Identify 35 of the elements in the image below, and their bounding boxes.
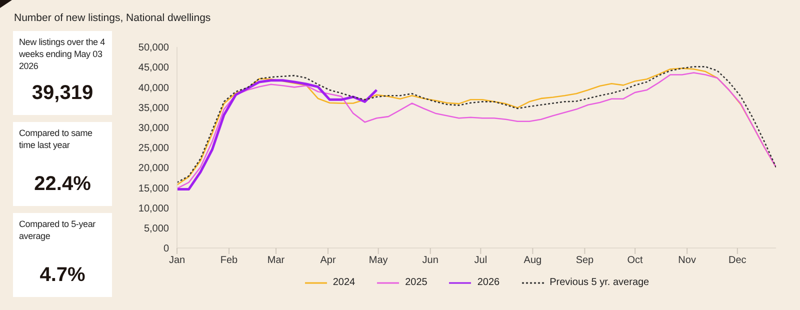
x-tick-label: Jul (474, 255, 488, 266)
legend-label: 2024 (332, 277, 356, 288)
x-tick-label: Oct (627, 255, 644, 266)
text: New listings over the 4 weeks ending May 03 2026 (19, 36, 106, 72)
legend-label: Previous 5 yr. average (548, 277, 650, 288)
x-tick-label: Aug (524, 255, 542, 266)
legend-label: 2025 (404, 277, 428, 288)
x-tick-label: Nov (678, 255, 696, 266)
y-tick-label: 15,000 (138, 183, 170, 194)
x-tick-label: Apr (320, 255, 336, 266)
y-tick-label: 50,000 (138, 42, 170, 54)
x-tick-label: Jun (422, 255, 438, 266)
y-tick-label: 25,000 (138, 143, 170, 154)
text: Compared to 5-year average (19, 218, 96, 242)
chart-title: Number of new listings, National dwellings (14, 12, 211, 24)
y-tick-label: 35,000 (138, 102, 170, 114)
x-tick-label: Feb (220, 255, 238, 266)
legend-label: 2026 (476, 277, 500, 288)
y-tick-label: 10,000 (138, 203, 170, 214)
y-tick-label: 30,000 (138, 122, 170, 134)
text: Compared to same time last year (19, 127, 94, 151)
y-tick-label: 45,000 (138, 62, 170, 74)
y-tick-label: 40,000 (138, 82, 170, 94)
y-tick-label: 5,000 (144, 223, 170, 234)
line-series (177, 79, 378, 191)
x-tick-label: Dec (728, 255, 746, 266)
y-tick-label: 0 (163, 244, 170, 255)
x-tick-label: May (368, 255, 388, 266)
x-tick-label: Sep (576, 255, 594, 266)
x-tick-label: Mar (267, 255, 286, 266)
text: 4.7% (38, 264, 86, 287)
x-tick-label: Jan (168, 255, 186, 266)
text: 22.4% (33, 173, 92, 196)
y-tick-label: 20,000 (138, 163, 170, 174)
text: 39,319 (30, 82, 94, 105)
